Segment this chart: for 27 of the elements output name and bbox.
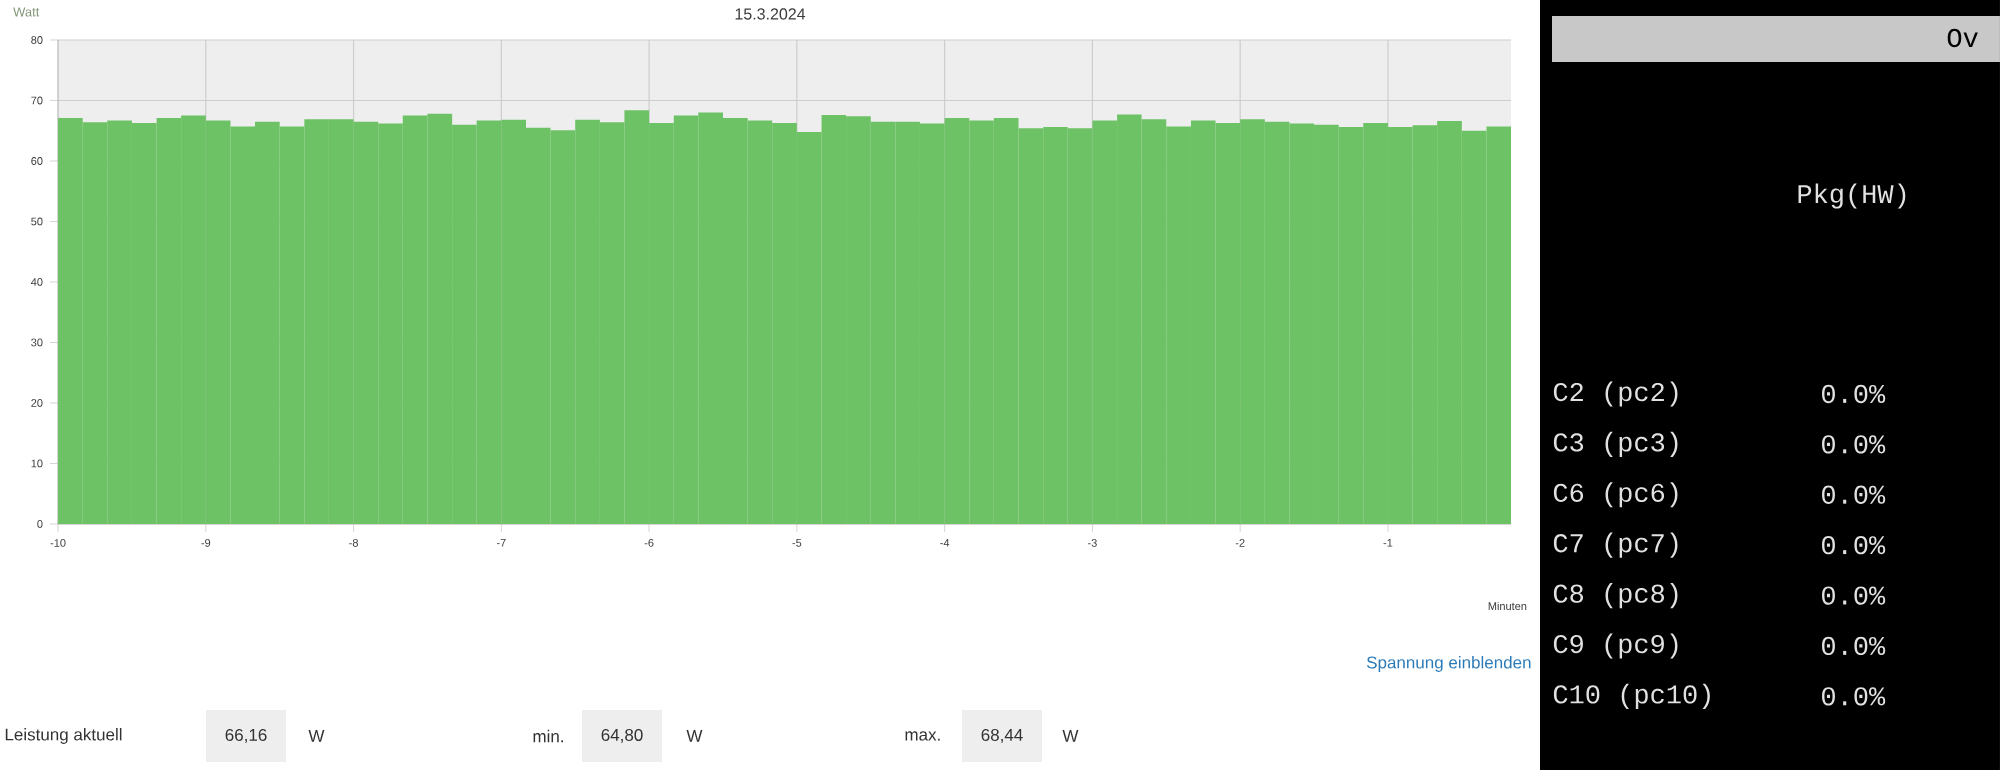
text: C3 (pc3) — [1553, 431, 1678, 457]
text: C9 (pc9) — [1553, 633, 1678, 659]
text: min. — [533, 729, 563, 743]
text: C2 (pc2) — [1553, 381, 1678, 407]
text: Pkg(HW) — [1798, 183, 1906, 209]
text: 68,44 — [981, 728, 1023, 743]
text: C10 (pc10) — [1553, 683, 1710, 709]
text: C6 (pc6) — [1553, 482, 1678, 508]
text: 66,16 — [225, 728, 267, 743]
text: Spannung einblenden — [1366, 656, 1531, 672]
text: 64,80 — [601, 728, 643, 743]
text: 0.0% — [1822, 485, 1886, 504]
text: 0.0% — [1822, 636, 1886, 656]
text: W — [308, 730, 325, 742]
text: 0.0% — [1822, 687, 1886, 706]
text: Ov — [1947, 28, 1978, 48]
text: Leistung aktuell — [5, 728, 122, 744]
chart-title: 15.3.2024 — [735, 8, 806, 20]
text: C8 (pc8) — [1553, 582, 1678, 609]
text: max. — [905, 731, 940, 741]
text: C7 (pc7) — [1553, 532, 1678, 558]
text: W — [1062, 730, 1079, 742]
text: 0.0% — [1822, 536, 1886, 555]
text: 0.0% — [1822, 586, 1886, 605]
text: 0.0% — [1822, 435, 1886, 454]
text: W — [686, 730, 703, 742]
text: 0.0% — [1822, 384, 1886, 404]
